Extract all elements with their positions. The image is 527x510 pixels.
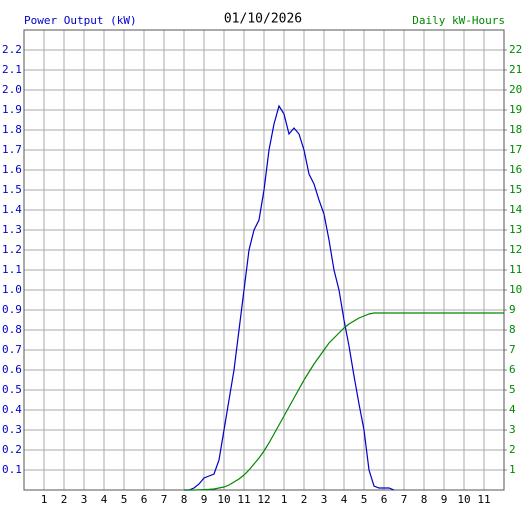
- y-tick-label: 2.2: [2, 43, 22, 56]
- y-tick-label: 2.1: [2, 63, 22, 76]
- y2-axis-title: Daily kW-Hours: [412, 14, 505, 27]
- y2-tick-label: 5: [509, 383, 516, 396]
- x-tick-label: 9: [201, 493, 208, 506]
- x-tick-label: 1: [41, 493, 48, 506]
- x-tick-label: 5: [121, 493, 128, 506]
- x-tick-label: 7: [401, 493, 408, 506]
- y-axis-title: Power Output (kW): [24, 14, 137, 27]
- y-tick-label: 0.2: [2, 443, 22, 456]
- x-tick-label: 8: [181, 493, 188, 506]
- x-tick-label: 11: [477, 493, 490, 506]
- y2-tick-label: 10: [509, 283, 522, 296]
- y2-tick-label: 19: [509, 103, 522, 116]
- x-tick-label: 3: [81, 493, 88, 506]
- x-tick-label: 7: [161, 493, 168, 506]
- y-tick-label: 1.4: [2, 203, 22, 216]
- chart-title: 01/10/2026: [224, 12, 302, 27]
- x-tick-label: 4: [101, 493, 108, 506]
- x-tick-label: 6: [141, 493, 148, 506]
- y2-tick-label: 16: [509, 163, 522, 176]
- y-tick-label: 0.4: [2, 403, 22, 416]
- y2-tick-label: 8: [509, 323, 516, 336]
- y2-tick-label: 9: [509, 303, 516, 316]
- x-tick-label: 8: [421, 493, 428, 506]
- x-tick-label: 1: [281, 493, 288, 506]
- y2-tick-label: 7: [509, 343, 516, 356]
- y-tick-label: 1.2: [2, 243, 22, 256]
- x-tick-label: 12: [257, 493, 270, 506]
- y2-tick-label: 11: [509, 263, 522, 276]
- y2-tick-label: 15: [509, 183, 522, 196]
- series-line: [184, 312, 504, 491]
- y-tick-label: 0.5: [2, 383, 22, 396]
- y-tick-label: 1.1: [2, 263, 22, 276]
- x-tick-label: 10: [457, 493, 470, 506]
- y2-tick-label: 13: [509, 223, 522, 236]
- x-tick-label: 5: [361, 493, 368, 506]
- y2-tick-label: 1: [509, 463, 516, 476]
- series-line: [184, 104, 395, 491]
- y-tick-label: 1.9: [2, 103, 22, 116]
- x-tick-label: 2: [61, 493, 68, 506]
- y-tick-label: 0.1: [2, 463, 22, 476]
- y2-tick-label: 14: [509, 203, 523, 216]
- y-tick-label: 2.0: [2, 83, 22, 96]
- plot-frame: [23, 29, 505, 491]
- y2-tick-label: 21: [509, 63, 522, 76]
- y2-tick-label: 22: [509, 43, 522, 56]
- y2-tick-label: 4: [509, 403, 516, 416]
- x-tick-label: 11: [237, 493, 250, 506]
- x-tick-label: 9: [441, 493, 448, 506]
- y-tick-label: 1.8: [2, 123, 22, 136]
- y-tick-label: 0.3: [2, 423, 22, 436]
- x-tick-label: 6: [381, 493, 388, 506]
- x-tick-label: 4: [341, 493, 348, 506]
- x-tick-label: 3: [321, 493, 328, 506]
- y2-tick-label: 3: [509, 423, 516, 436]
- y-tick-label: 0.9: [2, 303, 22, 316]
- y-tick-label: 0.6: [2, 363, 22, 376]
- y-tick-label: 1.5: [2, 183, 22, 196]
- y2-tick-label: 17: [509, 143, 522, 156]
- y2-tick-label: 18: [509, 123, 522, 136]
- y-tick-label: 1.3: [2, 223, 22, 236]
- y-tick-label: 0.8: [2, 323, 22, 336]
- x-tick-label: 2: [301, 493, 308, 506]
- y2-tick-label: 20: [509, 83, 522, 96]
- y2-tick-label: 12: [509, 243, 522, 256]
- y2-tick-label: 6: [509, 363, 516, 376]
- y-tick-label: 1.0: [2, 283, 22, 296]
- y2-tick-label: 2: [509, 443, 516, 456]
- y-tick-label: 0.7: [2, 343, 22, 356]
- y-tick-label: 1.7: [2, 143, 22, 156]
- y-tick-label: 1.6: [2, 163, 22, 176]
- x-tick-label: 10: [217, 493, 230, 506]
